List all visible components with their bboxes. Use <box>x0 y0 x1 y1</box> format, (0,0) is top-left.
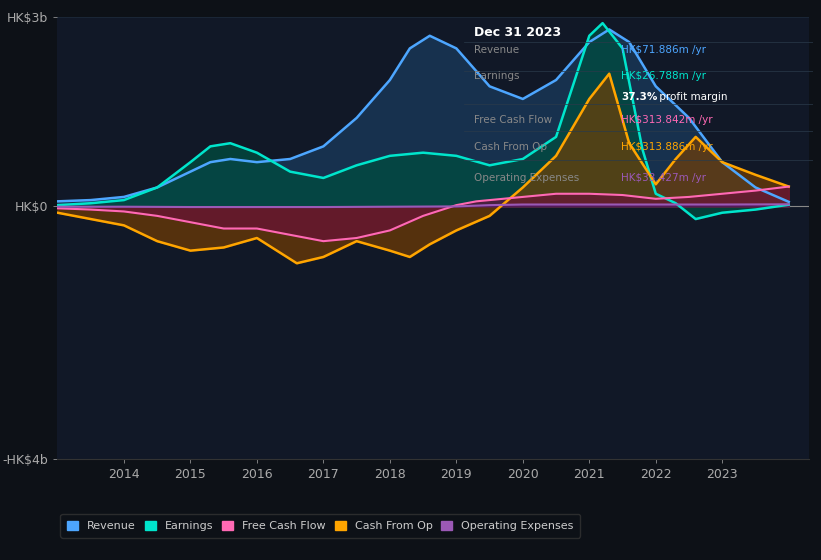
Text: Operating Expenses: Operating Expenses <box>475 173 580 183</box>
Text: HK$313.886m /yr: HK$313.886m /yr <box>621 142 713 152</box>
Text: Cash From Op: Cash From Op <box>475 142 548 152</box>
Text: profit margin: profit margin <box>656 92 727 102</box>
Text: HK$313.842m /yr: HK$313.842m /yr <box>621 115 713 125</box>
Text: HK$26.788m /yr: HK$26.788m /yr <box>621 71 706 81</box>
Text: HK$33.427m /yr: HK$33.427m /yr <box>621 173 706 183</box>
Text: 37.3%: 37.3% <box>621 92 658 102</box>
Legend: Revenue, Earnings, Free Cash Flow, Cash From Op, Operating Expenses: Revenue, Earnings, Free Cash Flow, Cash … <box>61 514 580 538</box>
Text: Free Cash Flow: Free Cash Flow <box>475 115 553 125</box>
Text: Revenue: Revenue <box>475 45 520 55</box>
Text: Earnings: Earnings <box>475 71 520 81</box>
Text: Dec 31 2023: Dec 31 2023 <box>475 26 562 39</box>
Text: HK$71.886m /yr: HK$71.886m /yr <box>621 45 706 55</box>
